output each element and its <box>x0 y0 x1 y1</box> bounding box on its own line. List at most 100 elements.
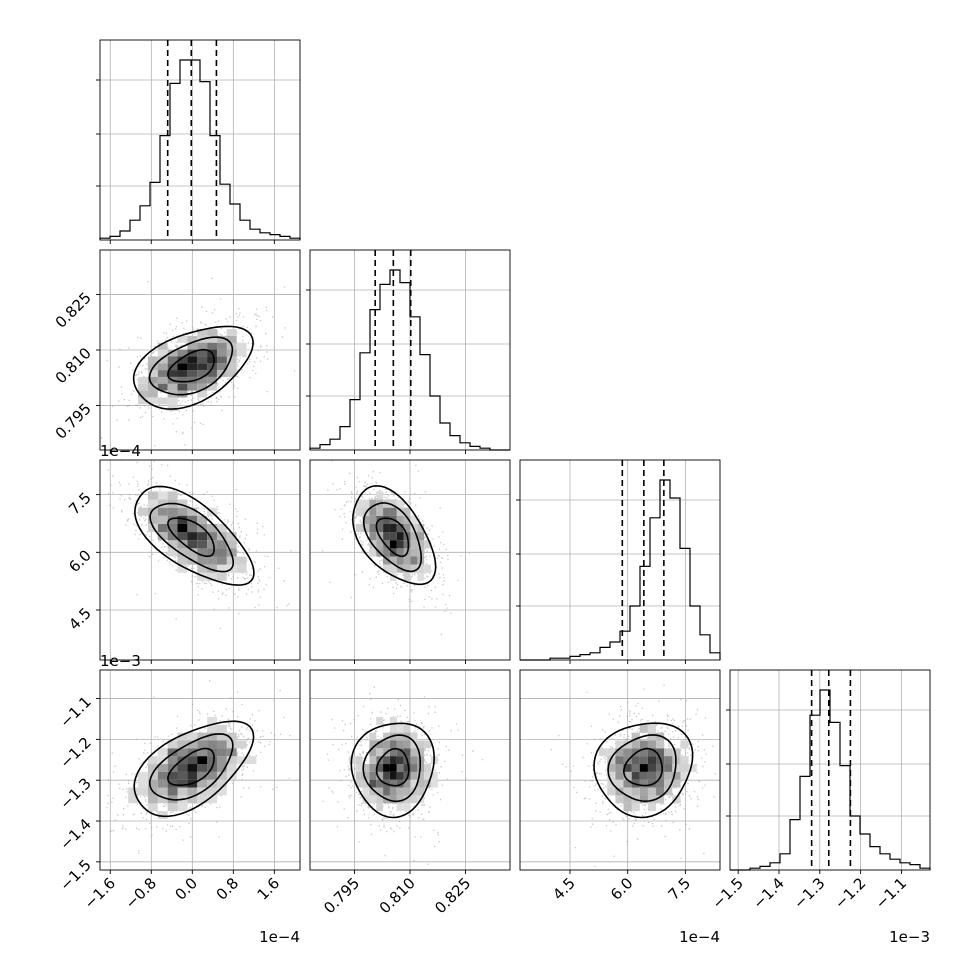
density-cell <box>389 724 397 733</box>
density-cell <box>177 507 188 516</box>
density-cell <box>197 756 208 765</box>
density-cell <box>197 349 208 357</box>
density-cell <box>355 756 363 765</box>
density-cell <box>167 756 178 765</box>
density-cell <box>187 523 198 533</box>
x-offset-label: 1e−4 <box>679 928 720 946</box>
density-cell <box>389 771 397 780</box>
density-cell <box>167 740 178 749</box>
density-cell <box>216 363 227 371</box>
density-cell <box>417 787 425 796</box>
density-cell <box>177 523 188 533</box>
density-cell <box>226 764 237 772</box>
density-cell <box>197 342 208 350</box>
density-cell <box>167 356 178 364</box>
density-cell <box>355 779 363 788</box>
density-cell <box>207 329 217 336</box>
density-cell <box>403 556 411 565</box>
density-cell <box>403 507 411 516</box>
x-tick-label: −1.2 <box>831 874 869 912</box>
density-cell <box>396 556 404 565</box>
density-cell <box>157 507 168 516</box>
density-cell <box>177 532 188 541</box>
density-cell <box>607 764 616 772</box>
density-cell <box>607 787 616 796</box>
density-cell <box>410 748 418 757</box>
panel-border <box>99 669 301 871</box>
density-cell <box>207 716 217 725</box>
density-cell <box>187 363 198 371</box>
density-cell <box>396 803 404 812</box>
density-cell <box>410 756 418 765</box>
density-cell <box>197 771 208 780</box>
density-cell <box>615 756 624 765</box>
density-cell <box>389 764 397 772</box>
x-tick-label: 0.825 <box>431 874 474 917</box>
contour-level-2 <box>134 485 255 586</box>
density-cell <box>369 756 377 765</box>
density-cell <box>147 397 158 405</box>
density-cell <box>424 764 431 772</box>
density-cell <box>656 748 665 757</box>
density-cell <box>216 572 227 581</box>
density-cell <box>207 732 217 741</box>
density-cell <box>383 556 390 565</box>
density-cell <box>410 556 418 565</box>
density-cell <box>396 499 404 508</box>
density-cell <box>157 756 168 765</box>
density-cell <box>138 787 148 796</box>
density-cell <box>177 771 188 780</box>
density-cell <box>403 764 411 772</box>
density-cell <box>369 779 377 788</box>
density-cell <box>147 390 158 398</box>
density-cell <box>177 748 188 757</box>
density-cell <box>207 795 217 804</box>
density-cell <box>147 507 158 516</box>
x-tick-label: 7.5 <box>665 874 695 904</box>
density-cell <box>369 748 377 757</box>
density-cell <box>396 507 404 516</box>
density-cell <box>680 756 689 765</box>
x-offset-label: 1e−4 <box>259 928 300 946</box>
density-cell <box>147 779 158 788</box>
density-cell <box>389 740 397 749</box>
density-cell <box>396 795 404 804</box>
density-cell <box>197 795 208 804</box>
density-cell <box>410 779 418 788</box>
density-cell <box>187 756 198 765</box>
density-cell <box>187 507 198 516</box>
density-cell <box>216 787 227 796</box>
density-cell <box>424 740 431 749</box>
density-cell <box>362 523 370 533</box>
scatter-panel-0-1 <box>96 249 301 454</box>
density-cell <box>403 803 411 812</box>
density-cell <box>157 811 168 819</box>
y-offset-label: 1e−3 <box>100 652 141 670</box>
density-cell <box>396 732 404 741</box>
contour-level-1 <box>363 502 422 573</box>
density-cell <box>157 795 168 804</box>
density-cell <box>362 764 370 772</box>
density-cell <box>410 764 418 772</box>
density-cell <box>157 748 168 757</box>
density-cell <box>187 787 198 796</box>
density-cell <box>410 795 418 804</box>
x-tick-label: −1.3 <box>790 874 828 912</box>
density-cell <box>157 787 168 796</box>
density-cell <box>216 756 227 765</box>
density-cell <box>216 556 227 565</box>
density-cell <box>376 507 384 516</box>
density-cell <box>383 787 390 796</box>
density-cell <box>417 523 425 533</box>
density-cell <box>396 756 404 765</box>
density-cell <box>147 803 158 812</box>
density-cell <box>216 540 227 549</box>
density-cell <box>376 771 384 780</box>
scatter-panel-2-3 <box>519 669 721 874</box>
density-cell <box>187 740 198 749</box>
density-cell <box>355 507 363 516</box>
scatter-panel-1-3 <box>309 669 511 874</box>
density-cell <box>197 779 208 788</box>
density-cell <box>177 803 188 812</box>
density-cell <box>207 756 217 765</box>
